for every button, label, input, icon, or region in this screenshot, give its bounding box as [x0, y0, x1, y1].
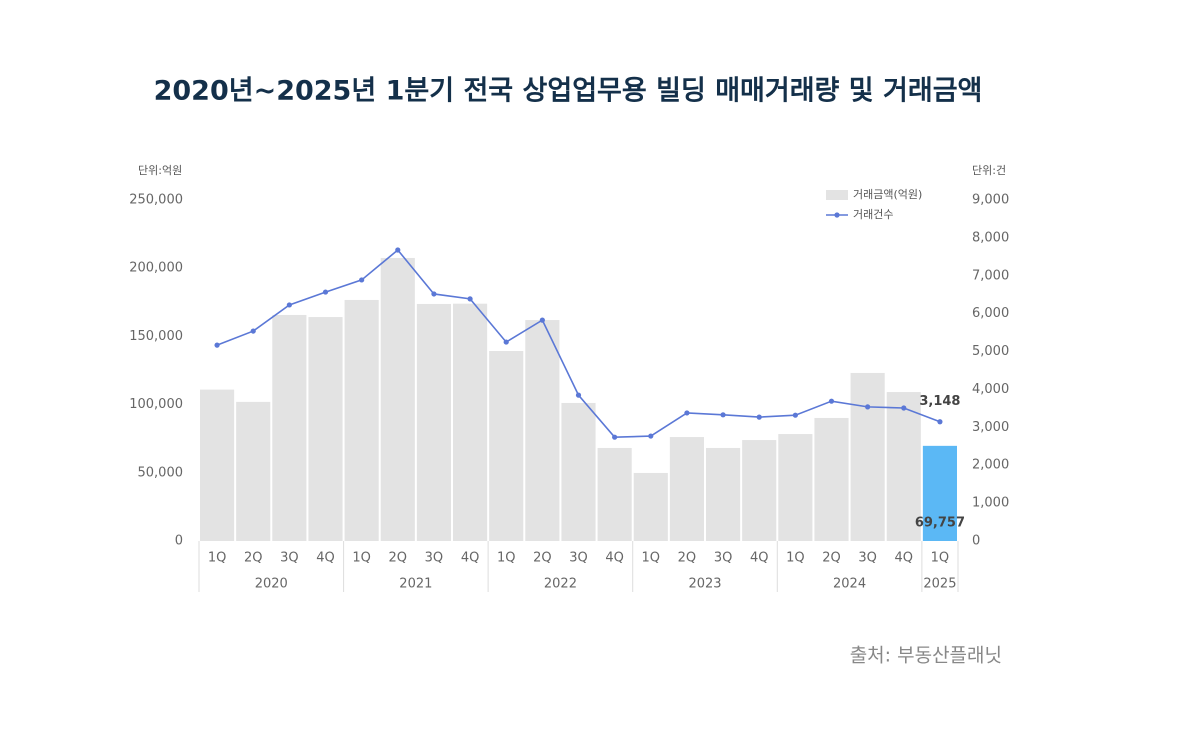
line-point — [395, 247, 401, 253]
y2-tick-label: 8,000 — [972, 230, 1009, 245]
line-point — [467, 296, 473, 302]
group-label: 2024 — [833, 577, 866, 592]
bar — [706, 447, 741, 541]
y2-tick-label: 6,000 — [972, 306, 1009, 321]
x-tick-label: 4Q — [316, 551, 335, 566]
x-tick-label: 2Q — [533, 551, 552, 566]
bar — [742, 440, 777, 541]
x-tick-label: 1Q — [931, 551, 950, 566]
group-label: 2023 — [688, 577, 721, 592]
legend-swatch — [834, 212, 840, 218]
line-point — [684, 410, 690, 416]
y-tick-label: 250,000 — [129, 193, 183, 208]
bar — [272, 314, 307, 541]
bar — [669, 437, 704, 541]
bar — [344, 299, 379, 541]
line-point — [431, 291, 437, 297]
line-point — [828, 398, 835, 404]
y2-tick-label: 4,000 — [972, 382, 1009, 397]
bar — [633, 472, 668, 541]
y-tick-label: 50,000 — [138, 465, 184, 480]
y2-tick-label: 1,000 — [972, 496, 1009, 511]
y-unit: 단위:억원 — [138, 164, 182, 177]
line-point — [322, 289, 329, 295]
line-point — [756, 414, 762, 420]
x-tick-label: 4Q — [461, 551, 480, 566]
bar — [778, 434, 813, 541]
y2-tick-label: 0 — [972, 534, 980, 549]
x-tick-label: 4Q — [895, 551, 914, 566]
x-tick-label: 1Q — [497, 551, 516, 566]
bar-value-label: 69,757 — [915, 516, 965, 531]
y-tick-label: 100,000 — [129, 397, 183, 412]
x-tick-label: 3Q — [280, 551, 299, 566]
x-tick-label: 2Q — [822, 551, 841, 566]
bar — [814, 417, 849, 541]
x-tick-label: 1Q — [208, 551, 227, 566]
group-label: 2025 — [923, 577, 956, 592]
line-point — [503, 339, 509, 345]
y2-tick-label: 7,000 — [972, 268, 1009, 283]
bar — [886, 392, 921, 541]
line-point — [250, 328, 256, 334]
source: 출처: 부동산플래닛 — [850, 645, 1002, 667]
y2-unit: 단위:건 — [972, 164, 1006, 177]
legend-swatch — [826, 190, 848, 200]
x-tick-label: 1Q — [642, 551, 661, 566]
y-tick-label: 150,000 — [129, 329, 183, 344]
x-tick-label: 1Q — [352, 551, 371, 566]
line-point — [720, 412, 726, 418]
line-point — [865, 404, 871, 410]
bar — [525, 320, 560, 541]
line-point — [937, 419, 943, 425]
bar — [922, 445, 957, 541]
line-point — [612, 434, 618, 440]
bar — [597, 447, 632, 541]
bar — [453, 303, 488, 541]
line-point — [286, 302, 292, 308]
bar — [236, 401, 271, 541]
legend-label: 거래건수 — [853, 208, 893, 221]
y2-tick-label: 3,000 — [972, 420, 1009, 435]
x-tick-label: 4Q — [605, 551, 624, 566]
y2-tick-label: 2,000 — [972, 458, 1009, 473]
bar — [561, 402, 596, 541]
y2-tick-label: 9,000 — [972, 193, 1009, 208]
y-tick-label: 200,000 — [129, 261, 183, 276]
y2-tick-label: 5,000 — [972, 344, 1009, 359]
line-point — [539, 317, 545, 323]
x-tick-label: 1Q — [786, 551, 805, 566]
bar — [380, 257, 415, 541]
line-point — [792, 412, 798, 418]
x-tick-label: 3Q — [569, 551, 588, 566]
group-label: 2022 — [544, 577, 577, 592]
line-point — [214, 342, 220, 348]
x-tick-label: 2Q — [244, 551, 263, 566]
line-point — [901, 405, 907, 411]
x-tick-label: 2Q — [389, 551, 408, 566]
group-label: 2020 — [255, 577, 288, 592]
y-tick-label: 0 — [175, 534, 183, 549]
x-tick-label: 2Q — [678, 551, 697, 566]
x-tick-label: 3Q — [858, 551, 877, 566]
line-point — [575, 392, 582, 398]
bar — [308, 317, 343, 541]
line-point — [359, 277, 365, 283]
bar — [489, 350, 524, 541]
legend-label: 거래금액(억원) — [853, 188, 922, 201]
bar — [850, 372, 885, 541]
bar — [416, 303, 451, 541]
line-value-label: 3,148 — [919, 394, 960, 409]
group-label: 2021 — [399, 577, 432, 592]
x-tick-label: 3Q — [425, 551, 444, 566]
chart-title: 2020년~2025년 1분기 전국 상업업무용 빌딩 매매거래량 및 거래금액 — [154, 76, 983, 107]
line-point — [648, 433, 654, 439]
bar — [200, 389, 235, 541]
x-tick-label: 3Q — [714, 551, 733, 566]
x-tick-label: 4Q — [750, 551, 769, 566]
